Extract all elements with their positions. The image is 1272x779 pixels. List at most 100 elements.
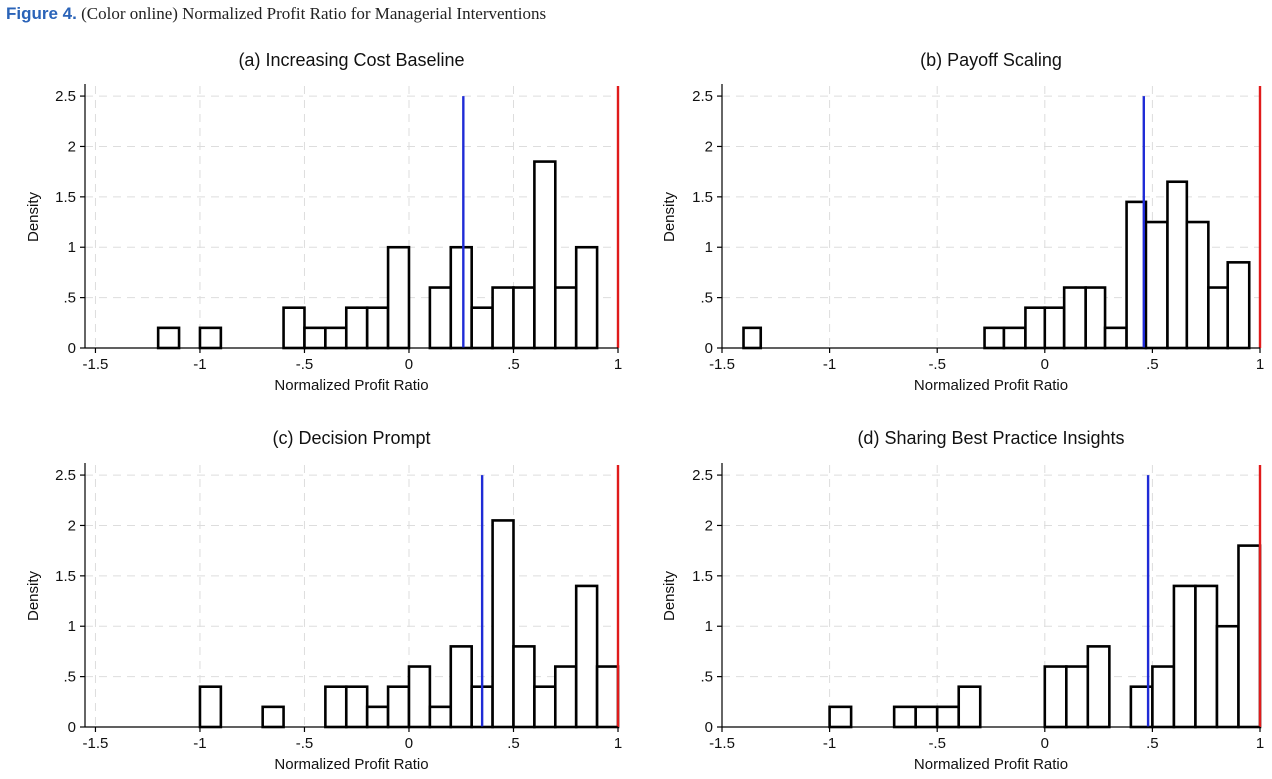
panel-d-bar-6 — [1065, 665, 1090, 729]
panel-b-xtick-label-4: .5 — [1146, 356, 1159, 373]
panel-a-ytick-label-1: .5 — [63, 290, 76, 307]
panel-a-title: (a) Increasing Cost Baseline — [238, 50, 464, 70]
panel-c-ytick-label-1: .5 — [63, 669, 76, 686]
panel-b-bar-4 — [1043, 306, 1066, 350]
panel-d-x-axis-label: Normalized Profit Ratio — [914, 756, 1068, 773]
panel-d-bar-4 — [957, 685, 982, 729]
panel-a-bar-11 — [491, 286, 515, 350]
panel-a-y-axis-label: Density — [25, 191, 42, 242]
panel-d-ytick-label-0: 0 — [705, 719, 713, 736]
panel-b-title: (b) Payoff Scaling — [920, 50, 1062, 70]
panel-a-xtick-label-5: 1 — [614, 356, 622, 373]
panel-d-ytick-label-1: .5 — [700, 669, 713, 686]
panel-b-bar-1 — [983, 326, 1006, 350]
panel-d-xtick-label-3: 0 — [1041, 735, 1049, 752]
panel-a-ytick-label-0: 0 — [68, 340, 76, 357]
panel-a-ytick-label-3: 1.5 — [55, 189, 76, 206]
panel-c-xtick-label-1: -1 — [193, 735, 206, 752]
panel-b-ytick-label-1: .5 — [700, 290, 713, 307]
panel-c-ytick-label-0: 0 — [68, 719, 76, 736]
panel-b-xtick-label-5: 1 — [1256, 356, 1264, 373]
panel-b-ytick-label-0: 0 — [705, 340, 713, 357]
panel-c-bar-5 — [386, 685, 411, 729]
figure-label: Figure 4. — [6, 4, 77, 23]
panel-a-bar-5 — [344, 306, 369, 350]
panel-c-xtick-label-2: -.5 — [296, 735, 314, 752]
panel-a-bar-15 — [574, 245, 599, 350]
panel-d-bar-12 — [1215, 624, 1240, 729]
panel-c-bar-14 — [574, 584, 599, 729]
panel-d-bar-2 — [914, 705, 939, 729]
panel-a-xtick-label-3: 0 — [405, 356, 413, 373]
figure-caption: (Color online) Normalized Profit Ratio f… — [81, 4, 547, 23]
panel-c-bar-2 — [324, 685, 348, 729]
panel-c-bar-10 — [491, 519, 515, 729]
panel-c-xtick-label-3: 0 — [405, 735, 413, 752]
panel-d-bar-9 — [1151, 665, 1176, 729]
panel-c-ytick-label-5: 2.5 — [55, 467, 76, 484]
panel-c-bar-13 — [553, 665, 578, 729]
panel-c-ytick-label-2: 1 — [68, 618, 76, 635]
panel-d-bar-7 — [1086, 645, 1111, 729]
panel-d-xtick-label-1: -1 — [823, 735, 836, 752]
panel-b-ytick-label-2: 1 — [705, 239, 713, 256]
panel-a-bar-2 — [282, 306, 306, 350]
panel-d-bar-11 — [1194, 584, 1219, 729]
panel-a-xtick-label-0: -1.5 — [83, 356, 109, 373]
panel-b-bar-5 — [1062, 286, 1087, 350]
panel-b-ytick-label-5: 2.5 — [692, 88, 713, 105]
panel-d-xtick-label-4: .5 — [1146, 735, 1159, 752]
panel-a-bar-0 — [156, 326, 181, 350]
panel-c-bar-11 — [512, 645, 536, 729]
figure-title: Figure 4. (Color online) Normalized Prof… — [6, 4, 546, 24]
panel-a-bar-14 — [553, 286, 578, 350]
panel-b-bar-6 — [1084, 286, 1107, 350]
panel-b-bar-11 — [1185, 220, 1210, 350]
panel-c-bar-12 — [533, 685, 557, 729]
panel-d-ytick-label-2: 1 — [705, 618, 713, 635]
panel-b-bar-12 — [1207, 286, 1230, 350]
panel-a-xtick-label-1: -1 — [193, 356, 206, 373]
panel-b-x-axis-label: Normalized Profit Ratio — [914, 377, 1068, 394]
panel-b-xtick-label-1: -1 — [823, 356, 836, 373]
panel-c-ytick-label-4: 2 — [68, 517, 76, 534]
panel-b-ytick-label-3: 1.5 — [692, 189, 713, 206]
panel-a-xtick-label-4: .5 — [507, 356, 520, 373]
panel-d-ytick-label-4: 2 — [705, 517, 713, 534]
panel-b-bar-9 — [1144, 220, 1169, 350]
panel-c-ytick-label-3: 1.5 — [55, 568, 76, 585]
panel-b-xtick-label-3: 0 — [1041, 356, 1049, 373]
panel-a-bar-4 — [324, 326, 348, 350]
panel-a-bar-10 — [470, 306, 494, 350]
panel-c-bar-1 — [261, 705, 285, 729]
panel-a-bar-3 — [303, 326, 327, 350]
panel-c-bar-6 — [407, 665, 432, 729]
panel-b-ytick-label-4: 2 — [705, 138, 713, 155]
panel-d-xtick-label-0: -1.5 — [709, 735, 735, 752]
panel-b-bar-0 — [742, 326, 763, 350]
panel-d-ytick-label-5: 2.5 — [692, 467, 713, 484]
panel-c-histogram: (c) Decision Prompt -1.5 -1 -.5 0 .5 1 0 .5 1 1.5 2… — [25, 428, 622, 773]
panel-a-bar-9 — [449, 245, 473, 350]
panel-a-bar-12 — [512, 286, 536, 350]
panel-c-x-axis-label: Normalized Profit Ratio — [274, 756, 428, 773]
panel-d-xtick-label-5: 1 — [1256, 735, 1264, 752]
panel-c-y-axis-label: Density — [25, 570, 42, 621]
panel-d-title: (d) Sharing Best Practice Insights — [857, 428, 1124, 448]
panel-b-y-axis-label: Density — [661, 191, 678, 242]
panel-d-ytick-label-3: 1.5 — [692, 568, 713, 585]
panel-b-bar-2 — [1002, 326, 1027, 350]
panel-a-x-axis-label: Normalized Profit Ratio — [274, 377, 428, 394]
panel-c-xtick-label-4: .5 — [507, 735, 520, 752]
panel-a-bar-1 — [198, 326, 223, 350]
panel-d-bar-5 — [1043, 665, 1068, 729]
panel-c-xtick-label-5: 1 — [614, 735, 622, 752]
panel-d-histogram: (d) Sharing Best Practice Insights-1.5 -1… — [661, 428, 1264, 773]
panel-d-bar-1 — [892, 705, 917, 729]
panel-b-bar-3 — [1024, 306, 1047, 350]
panel-b-histogram: (b) Payoff Scaling -1.5 -1 -.5 0 .5 1 0 .5 1 1.5 2 2… — [661, 50, 1264, 394]
panel-b-bar-10 — [1166, 180, 1189, 350]
panel-d-y-axis-label: Density — [661, 570, 678, 621]
panel-a-ytick-label-2: 1 — [68, 239, 76, 256]
panel-c-bar-7 — [428, 705, 453, 729]
